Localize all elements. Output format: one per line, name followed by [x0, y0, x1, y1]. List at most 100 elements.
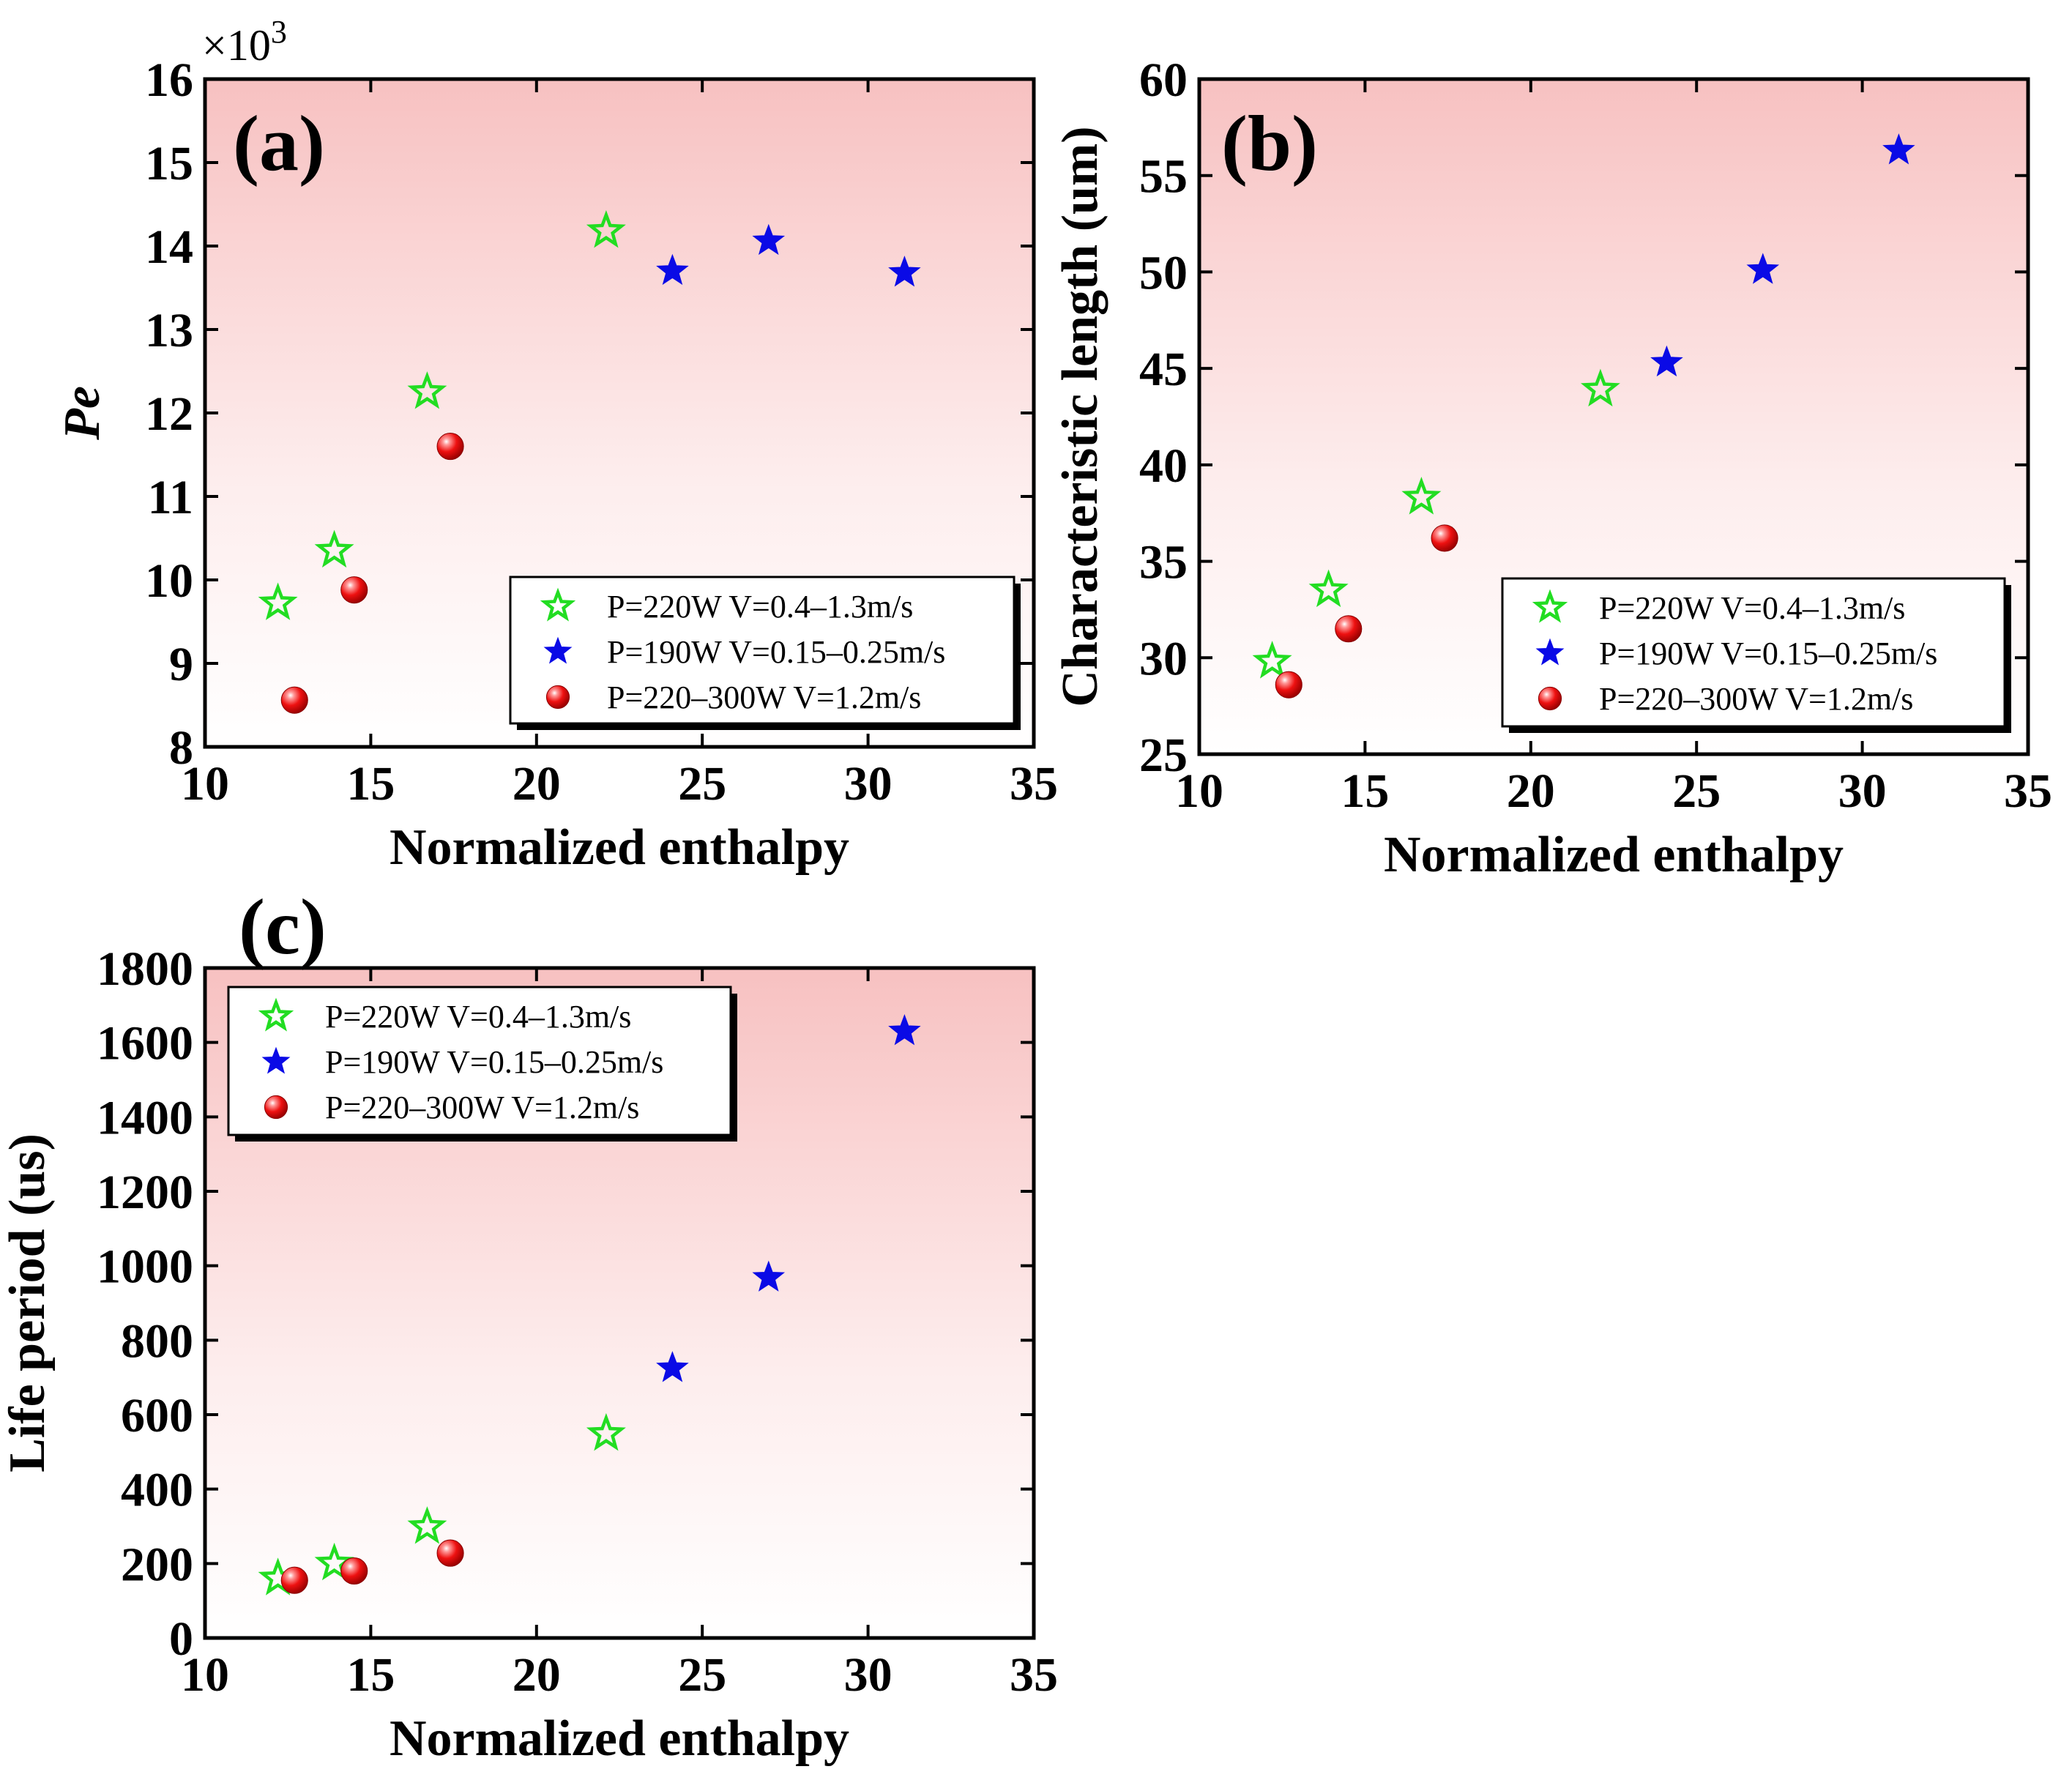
y-tick-label: 1200	[97, 1166, 193, 1219]
x-tick-label: 20	[513, 1648, 561, 1702]
y-tick-label: 800	[121, 1314, 193, 1368]
data-point	[407, 1506, 447, 1544]
data-point	[258, 582, 298, 620]
legend-label: P=220–300W V=1.2m/s	[607, 679, 921, 715]
legend-label: P=220–300W V=1.2m/s	[1599, 681, 1913, 717]
y-tick-label: 35	[1139, 536, 1188, 589]
y-tick-label: 30	[1139, 632, 1188, 685]
y-tick-label: 8	[169, 721, 193, 775]
legend-marker	[543, 636, 573, 664]
legend-marker	[258, 997, 294, 1032]
x-tick-label: 35	[2004, 764, 2052, 818]
x-axis-label: Normalized enthalpy	[390, 1710, 849, 1767]
x-tick-label: 20	[513, 757, 561, 811]
series-2	[280, 433, 464, 714]
panel-label: (b)	[1221, 100, 1318, 187]
data-point	[656, 253, 689, 286]
data-point	[586, 210, 626, 248]
data-point	[1431, 524, 1458, 552]
data-point	[1746, 253, 1780, 284]
y-tick-label: 16	[145, 53, 193, 107]
data-point	[1275, 671, 1303, 699]
series-1	[656, 1013, 921, 1382]
y-tick-label: 0	[169, 1612, 193, 1666]
plot-frame	[203, 966, 1036, 1640]
x-tick-label: 15	[1341, 764, 1389, 818]
y-tick-label: 1000	[97, 1240, 193, 1294]
legend-label: P=220W V=0.4–1.3m/s	[607, 589, 913, 625]
data-point	[1252, 641, 1292, 679]
charts-root: 10 15 20 25 30 35 8 9 10 11 12 13 14 15 16 Normalized e…	[0, 14, 2052, 1767]
legend-label: P=220W V=0.4–1.3m/s	[1599, 590, 1905, 626]
data-point	[436, 433, 464, 461]
data-point	[888, 256, 921, 287]
y-tick-label: 13	[145, 304, 193, 357]
data-point	[1882, 133, 1915, 165]
legend-box	[509, 576, 1015, 725]
x-tick-label: 10	[181, 757, 229, 811]
legend-label: P=190W V=0.15–0.25m/s	[1599, 636, 1937, 671]
x-axis-label: Normalized enthalpy	[390, 819, 849, 876]
y-tick-label: 1400	[97, 1091, 193, 1144]
legend-box	[1501, 577, 2006, 728]
y-tick-label: 15	[145, 137, 193, 190]
data-point	[407, 371, 447, 409]
x-tick-label: 30	[1838, 764, 1887, 818]
data-point	[314, 529, 354, 568]
chart-panel-c: 10 15 20 25 30 35 0 200 400 600 800 1000 1200 1400 160…	[0, 884, 1058, 1767]
legend-label: P=190W V=0.15–0.25m/s	[607, 634, 945, 670]
data-point	[586, 1412, 626, 1451]
x-tick-label: 10	[181, 1648, 229, 1702]
data-point	[314, 1542, 354, 1581]
data-point	[752, 223, 786, 256]
x-tick-label: 30	[844, 1648, 892, 1702]
chart-panel-b: 10 15 20 25 30 35 25 30 35 40 45 50 55 60 Normalized e…	[1052, 53, 2052, 883]
x-tick-label: 15	[346, 1648, 395, 1702]
legend-label: P=220–300W V=1.2m/s	[325, 1090, 639, 1125]
legend-marker	[1538, 686, 1562, 711]
y-tick-label: 40	[1139, 439, 1188, 493]
y-tick-label: 50	[1139, 246, 1188, 299]
y-axis-label: Life period (us)	[0, 1133, 56, 1472]
y-tick-label: 12	[145, 387, 193, 441]
axis-multiplier: ×103	[202, 14, 287, 70]
series-2	[280, 1539, 464, 1594]
y-tick-label: 200	[121, 1538, 193, 1591]
series-2	[1275, 524, 1458, 699]
chart-panel-a: 10 15 20 25 30 35 8 9 10 11 12 13 14 15 16 Normalized e…	[54, 14, 1058, 876]
y-tick-label: 25	[1139, 729, 1188, 782]
plot-frame	[1197, 77, 2030, 756]
data-point	[888, 1013, 921, 1046]
x-tick-label: 10	[1175, 764, 1223, 818]
legend-label: P=220W V=0.4–1.3m/s	[325, 999, 631, 1035]
data-point	[280, 1566, 308, 1594]
data-point	[1308, 569, 1349, 608]
data-point	[752, 1260, 786, 1292]
legend-label: P=190W V=0.15–0.25m/s	[325, 1044, 663, 1080]
y-tick-label: 1800	[97, 942, 193, 996]
legend-marker	[261, 1046, 291, 1074]
data-point	[1401, 477, 1442, 515]
y-axis-label: Characteristic length (um)	[1052, 126, 1108, 707]
legend-box	[227, 986, 732, 1136]
panel-label: (c)	[239, 884, 327, 971]
y-tick-label: 9	[169, 638, 193, 691]
data-point	[1650, 345, 1683, 377]
y-tick-label: 11	[148, 471, 193, 524]
y-tick-label: 14	[145, 220, 193, 274]
x-tick-label: 35	[1010, 757, 1058, 811]
x-tick-label: 35	[1010, 1648, 1058, 1702]
data-point	[436, 1539, 464, 1567]
legend-marker	[1532, 589, 1568, 623]
data-point	[1580, 368, 1620, 407]
x-tick-label: 20	[1507, 764, 1555, 818]
x-tick-label: 25	[678, 757, 726, 811]
y-tick-label: 55	[1139, 150, 1188, 204]
y-tick-label: 400	[121, 1464, 193, 1517]
series-0	[258, 210, 626, 620]
y-tick-label: 1600	[97, 1017, 193, 1070]
y-tick-label: 10	[145, 554, 193, 608]
y-tick-label: 45	[1139, 343, 1188, 396]
y-tick-label: 60	[1139, 53, 1188, 107]
